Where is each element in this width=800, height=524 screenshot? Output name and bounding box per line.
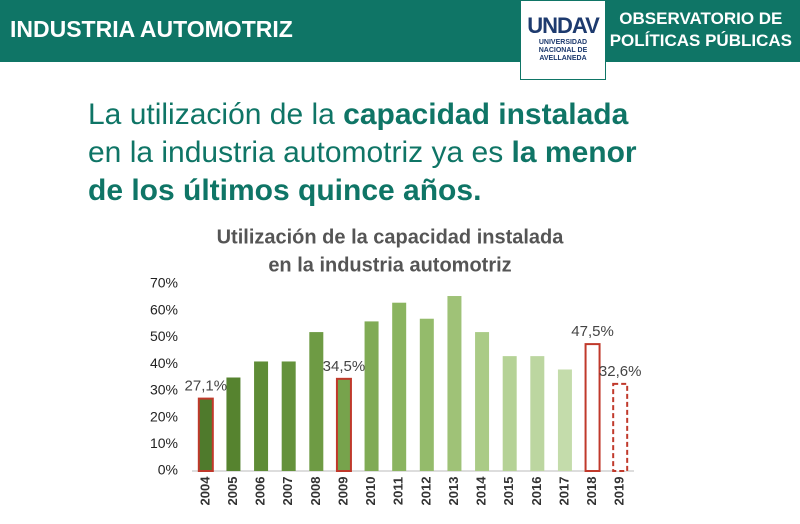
headline-bold: la menor [511, 136, 637, 169]
chart-title: en la industria automotriz [268, 254, 511, 276]
bar [502, 356, 517, 471]
x-tick-label: 2011 [391, 477, 406, 505]
bar [447, 296, 462, 471]
bar [392, 302, 407, 471]
bar [557, 369, 572, 471]
x-tick-label: 2017 [556, 477, 571, 506]
bar [197, 397, 214, 472]
x-tick-label: 2009 [335, 477, 350, 506]
value-label: 32,6% [599, 363, 642, 380]
bar [475, 332, 490, 471]
headline-bold: capacidad instalada [343, 98, 629, 131]
logo-line: AVELLANEDA [539, 55, 587, 62]
y-tick-label: 30% [150, 382, 178, 398]
y-tick-label: 20% [150, 408, 178, 424]
x-tick-label: 2008 [308, 477, 323, 506]
x-tick-label: 2015 [501, 477, 516, 506]
headline-bold: de los últimos quince años. [88, 174, 482, 207]
chart-title: Utilización de la capacidad instalada [217, 226, 565, 248]
y-tick-label: 50% [150, 328, 178, 344]
header-bar: INDUSTRIA AUTOMOTRIZ OBSERVATORIO DE POLÍ… [0, 0, 800, 62]
x-tick-label: 2004 [197, 476, 212, 506]
y-tick-label: 40% [150, 355, 178, 371]
x-tick-label: 2012 [418, 477, 433, 506]
bar [335, 377, 352, 473]
x-tick-label: 2013 [446, 477, 461, 506]
bar [254, 361, 269, 471]
y-tick-label: 0% [158, 462, 178, 478]
bar [584, 343, 601, 473]
bar [612, 382, 629, 473]
x-tick-label: 2005 [225, 477, 240, 506]
bar [530, 356, 545, 471]
logo-text: UNDAV [527, 13, 600, 38]
value-label: 27,1% [185, 378, 228, 395]
logo-line: UNIVERSIDAD [538, 39, 588, 46]
x-tick-label: 2019 [612, 477, 627, 506]
headline-text: La utilización de la [88, 98, 344, 131]
headline-text: en la industria automotriz ya es [88, 136, 512, 169]
x-tick-label: 2016 [529, 477, 544, 506]
y-tick-label: 60% [150, 301, 178, 317]
section-title: INDUSTRIA AUTOMOTRIZ [10, 16, 293, 42]
bar [281, 361, 296, 471]
bar [309, 332, 324, 471]
y-tick-label: 70% [150, 275, 178, 291]
headline: La utilización de la capacidad instalada… [88, 96, 637, 210]
x-tick-label: 2007 [280, 477, 295, 506]
logo: UNDAV UNIVERSIDAD NACIONAL DE AVELLANEDA [520, 0, 606, 80]
x-tick-label: 2018 [584, 477, 599, 506]
observatory-line: POLÍTICAS PÚBLICAS [609, 31, 792, 50]
x-tick-label: 2014 [474, 476, 489, 506]
bar [419, 318, 434, 471]
logo-line: NACIONAL DE [538, 47, 588, 54]
bar [226, 377, 241, 471]
value-label: 47,5% [571, 323, 614, 340]
x-tick-label: 2006 [253, 477, 268, 506]
y-tick-label: 10% [150, 435, 178, 451]
value-label: 34,5% [323, 358, 366, 375]
observatory-line: OBSERVATORIO DE [619, 9, 783, 28]
x-tick-label: 2010 [363, 477, 378, 506]
observatory: OBSERVATORIO DE POLÍTICAS PÚBLICAS [610, 8, 792, 52]
bar [364, 321, 379, 471]
